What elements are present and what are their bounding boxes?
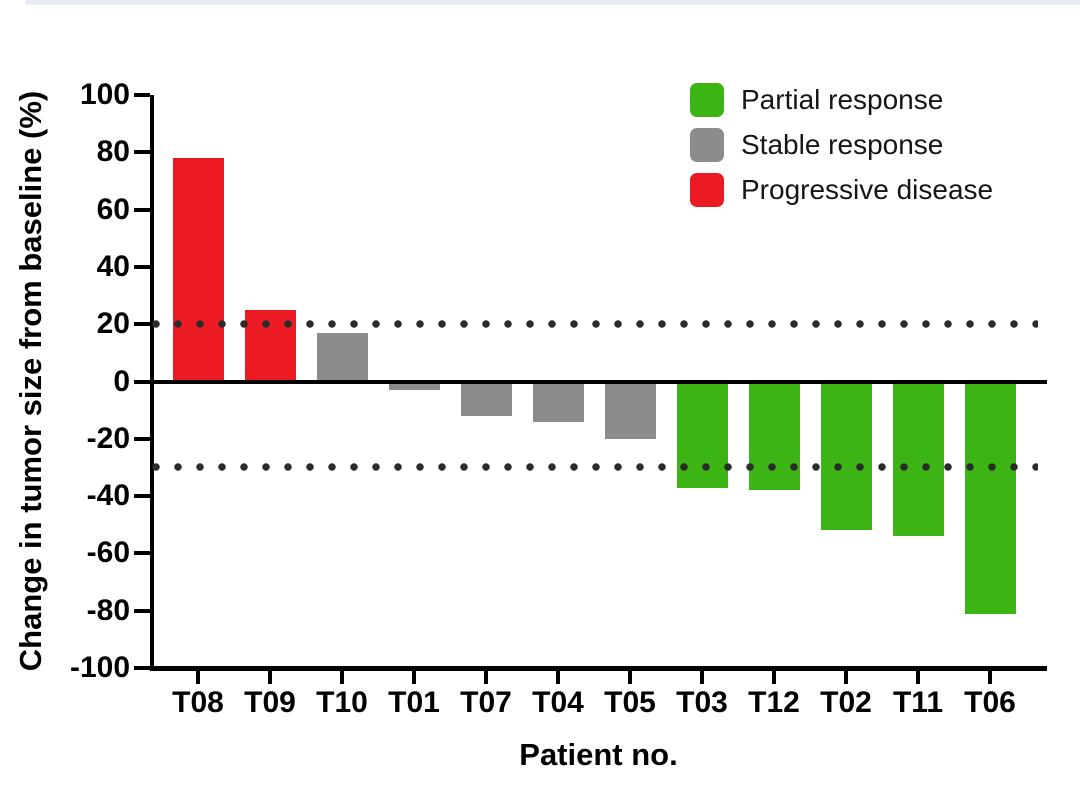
bar-T02 xyxy=(820,381,872,531)
bar-T03 xyxy=(676,381,728,488)
legend-swatch-stable-response-icon xyxy=(690,128,724,162)
y-tick-label--20: -20 xyxy=(86,421,130,455)
y-tick-mark-0 xyxy=(134,379,150,384)
y-tick-mark-100 xyxy=(134,93,150,97)
x-tick-mark-T11 xyxy=(916,671,920,684)
y-tick-label-100: 100 xyxy=(79,78,130,111)
y-tick-label-60: 60 xyxy=(96,192,130,226)
x-tick-mark-T06 xyxy=(988,671,992,684)
x-tick-mark-T08 xyxy=(196,671,200,684)
x-tick-label-T12: T12 xyxy=(748,686,800,719)
x-tick-mark-T04 xyxy=(556,671,560,684)
x-axis-line xyxy=(150,666,1047,671)
reference-line-minus-30 xyxy=(152,463,1038,472)
x-tick-label-T09: T09 xyxy=(244,686,296,719)
bar-T04 xyxy=(532,381,584,422)
x-tick-label-T11: T11 xyxy=(892,686,944,719)
y-tick-label-40: 40 xyxy=(96,249,130,283)
legend-label-stable-response: Stable response xyxy=(741,129,944,160)
top-edge-strip xyxy=(25,0,1080,5)
legend-item-partial-response: Partial response xyxy=(690,83,993,117)
bar-T05 xyxy=(604,381,656,439)
y-tick-label--80: -80 xyxy=(86,593,130,627)
legend: Partial response Stable response Progres… xyxy=(690,83,993,218)
bar-T06 xyxy=(964,381,1016,614)
bar-T12 xyxy=(748,381,800,491)
x-tick-mark-T10 xyxy=(340,671,344,684)
legend-item-stable-response: Stable response xyxy=(690,128,993,162)
y-tick-mark--40 xyxy=(134,494,150,499)
zero-baseline xyxy=(150,380,1047,384)
x-tick-label-T01: T01 xyxy=(388,686,440,719)
x-tick-label-T06: T06 xyxy=(964,686,1016,719)
y-tick-mark-80 xyxy=(134,150,150,155)
legend-item-progressive-disease: Progressive disease xyxy=(690,173,993,207)
legend-label-progressive-disease: Progressive disease xyxy=(741,174,994,205)
x-tick-mark-T12 xyxy=(772,671,776,684)
reference-line-plus-20 xyxy=(152,320,1038,329)
y-tick-label-80: 80 xyxy=(96,135,130,169)
x-tick-mark-T09 xyxy=(268,671,272,684)
y-tick-mark--60 xyxy=(134,551,150,556)
y-tick-mark--20 xyxy=(134,436,150,441)
x-tick-label-T10: T10 xyxy=(316,686,368,719)
y-tick-label-20: 20 xyxy=(96,307,130,341)
y-tick-mark-20 xyxy=(134,322,150,327)
x-tick-label-T03: T03 xyxy=(676,686,728,719)
bar-T08 xyxy=(172,158,224,382)
x-tick-label-T05: T05 xyxy=(604,686,656,719)
x-tick-label-T08: T08 xyxy=(172,686,224,719)
y-tick-label--100: -100 xyxy=(69,651,130,684)
x-tick-label-T02: T02 xyxy=(820,686,872,719)
y-tick-mark--100 xyxy=(134,666,150,670)
y-tick-mark-40 xyxy=(134,264,150,269)
y-tick-label-0: 0 xyxy=(113,364,130,398)
x-tick-mark-T02 xyxy=(844,671,848,684)
x-axis-title: Patient no. xyxy=(519,737,678,772)
legend-swatch-partial-response-icon xyxy=(690,83,724,117)
bar-T07 xyxy=(460,381,512,416)
x-tick-mark-T05 xyxy=(628,671,632,684)
bar-T11 xyxy=(892,381,944,537)
bar-T10 xyxy=(316,332,368,382)
x-tick-mark-T01 xyxy=(412,671,416,684)
y-tick-label--40: -40 xyxy=(86,479,130,513)
y-tick-label--60: -60 xyxy=(86,536,130,570)
x-tick-mark-T07 xyxy=(484,671,488,684)
legend-swatch-progressive-disease-icon xyxy=(690,173,724,207)
x-tick-mark-T03 xyxy=(700,671,704,684)
legend-label-partial-response: Partial response xyxy=(741,84,944,115)
x-tick-label-T07: T07 xyxy=(460,686,512,719)
bar-T01 xyxy=(388,381,440,391)
x-tick-label-T04: T04 xyxy=(532,686,584,719)
y-tick-mark-60 xyxy=(134,207,150,212)
y-tick-mark--80 xyxy=(134,608,150,613)
